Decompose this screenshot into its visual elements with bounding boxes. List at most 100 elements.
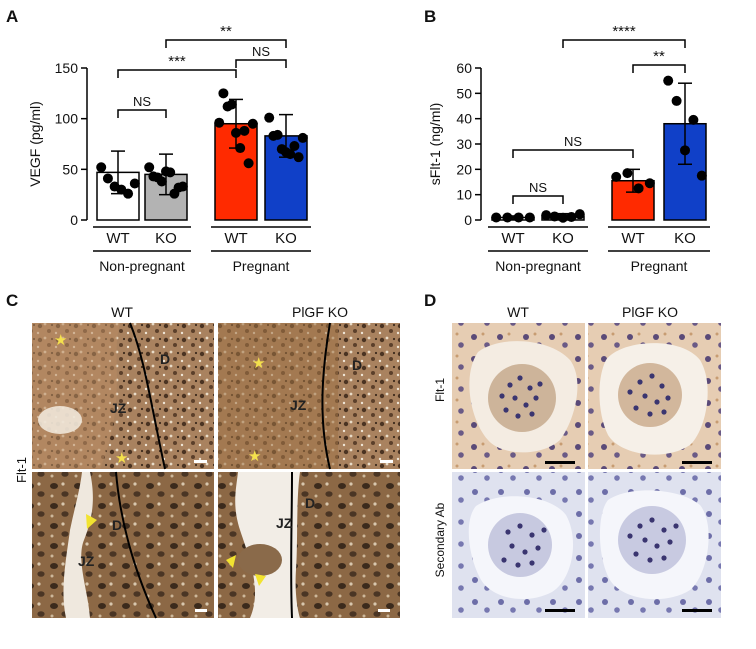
data-point — [214, 117, 225, 128]
y-tick-label: 40 — [456, 111, 472, 127]
significance-label: *** — [168, 53, 186, 70]
y-tick-label: 50 — [456, 85, 472, 101]
star-marker: ★ — [248, 448, 261, 465]
category-label: KO — [674, 230, 696, 247]
label-d: D — [160, 351, 170, 367]
category-label: KO — [155, 230, 177, 247]
data-point — [558, 212, 568, 223]
star-marker: ★ — [54, 332, 67, 349]
kidney-d-wt-flt1 — [452, 323, 585, 469]
histology-c-wt-high: D JZ — [32, 471, 214, 619]
y-tick-label: 100 — [55, 111, 79, 127]
significance-label: ** — [220, 23, 232, 40]
y-tick-label: 150 — [55, 60, 79, 76]
label-jz: JZ — [78, 553, 95, 569]
y-tick-label: 0 — [70, 212, 78, 228]
data-point — [513, 212, 524, 223]
data-point — [696, 170, 707, 181]
data-point — [524, 212, 535, 223]
group-label: Pregnant — [233, 258, 290, 274]
chart-vegf: 0 50 100 150 VEGF (pg/ml) WT KO WT KO Non-pregnan… — [27, 23, 311, 274]
data-point — [566, 211, 577, 222]
data-point — [671, 95, 682, 106]
data-point — [231, 127, 241, 138]
panel-c-col-title-wt: WT — [111, 304, 133, 320]
scale-bar — [380, 460, 393, 463]
panel-d-col-title-wt: WT — [507, 304, 529, 320]
significance-bracket — [562, 39, 686, 48]
data-point — [243, 158, 254, 169]
data-point — [156, 176, 167, 187]
data-point — [165, 167, 176, 178]
data-point — [688, 114, 699, 125]
arrowhead-icon — [255, 574, 266, 586]
label-jz: JZ — [290, 397, 307, 413]
kidney-d-wt-secondary — [452, 472, 585, 618]
arrowhead-icon — [226, 555, 236, 568]
y-tick-label: 30 — [456, 136, 472, 152]
data-point — [663, 75, 674, 86]
y-tick-label: 60 — [456, 60, 472, 76]
significance-bracket — [117, 109, 167, 118]
label-d: D — [112, 517, 122, 533]
data-point — [239, 125, 250, 136]
significance-bracket — [512, 149, 634, 158]
panel-d-col-title-ko: PlGF KO — [622, 304, 678, 320]
y-axis-label: VEGF (pg/ml) — [27, 101, 43, 187]
group-label: Pregnant — [631, 258, 688, 274]
panel-letter-a: A — [6, 7, 18, 26]
star-marker: ★ — [252, 355, 265, 372]
data-point — [574, 209, 585, 220]
data-point — [644, 178, 655, 189]
label-jz: JZ — [276, 515, 293, 531]
kidney-d-ko-secondary — [588, 472, 721, 618]
data-point — [102, 173, 113, 184]
data-point — [272, 129, 283, 140]
scale-bar — [545, 609, 575, 612]
data-point — [96, 162, 107, 173]
y-tick-label: 10 — [456, 187, 472, 203]
histology-c-ko-low: ★ ★ D JZ — [218, 322, 400, 470]
data-point — [622, 168, 633, 179]
panel-letter-c: C — [6, 291, 18, 310]
significance-label: **** — [612, 23, 636, 40]
group-label: Non-pregnant — [495, 258, 581, 274]
label-d: D — [305, 495, 315, 511]
panel-d-row-label-secondary: Secondary Ab — [433, 502, 447, 577]
group-label: Non-pregnant — [99, 258, 185, 274]
significance-label: NS — [564, 134, 582, 149]
scale-bar — [194, 460, 207, 463]
histology-c-ko-high: D JZ — [218, 471, 400, 619]
significance-bracket — [512, 195, 564, 204]
star-marker: ★ — [115, 450, 128, 467]
data-point — [611, 171, 622, 182]
data-point — [264, 112, 275, 123]
data-point — [285, 149, 296, 160]
y-tick-label: 50 — [62, 161, 78, 177]
label-d: D — [352, 357, 362, 373]
y-axis-label: sFlt-1 (ng/ml) — [427, 103, 443, 185]
data-point — [218, 88, 229, 99]
panel-letter-d: D — [424, 291, 436, 310]
y-tick-label: 0 — [464, 212, 472, 228]
significance-label: NS — [133, 94, 151, 109]
category-label: KO — [552, 230, 574, 247]
arrowhead-icon — [86, 514, 97, 529]
data-point — [123, 188, 134, 199]
kidney-d-ko-flt1 — [588, 323, 721, 469]
scale-bar — [545, 461, 575, 464]
y-tick-label: 20 — [456, 161, 472, 177]
panel-c-row-label: Flt-1 — [14, 457, 29, 483]
panel-c-col-title-ko: PlGF KO — [292, 304, 348, 320]
significance-label: NS — [252, 44, 270, 59]
data-point — [144, 162, 155, 173]
data-point — [633, 183, 644, 194]
bar — [264, 135, 308, 221]
data-point — [293, 152, 304, 163]
data-point — [680, 145, 690, 156]
category-label: KO — [275, 230, 297, 247]
significance-bracket — [165, 39, 287, 48]
data-point — [502, 212, 513, 223]
category-label: WT — [224, 230, 247, 247]
